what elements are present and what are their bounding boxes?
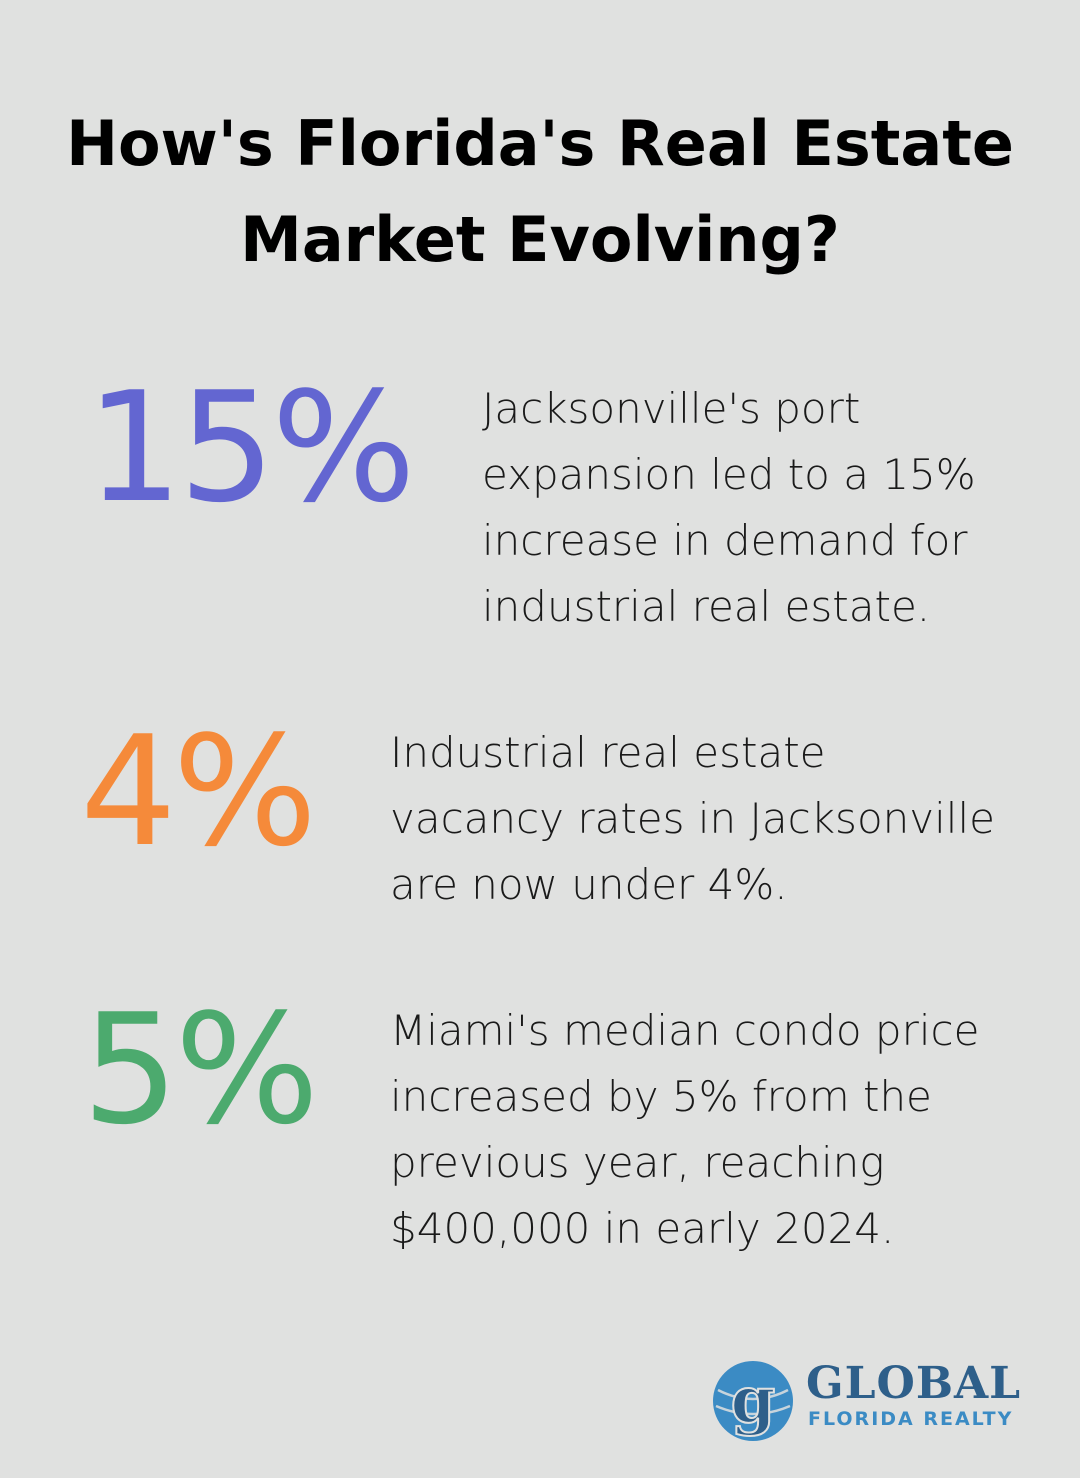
logo-wordmark: GLOBAL [806,1358,1022,1409]
stat-line: Miami's median condo price [390,1006,980,1055]
stat-line: industrial real estate. [482,582,931,631]
stat-line: Industrial real estate [390,728,826,777]
stat-value-15: 15% [86,359,416,536]
stat-line: are now under 4%. [390,860,788,909]
globe-g-logo-icon: g [713,1361,793,1441]
svg-text:g: g [731,1363,776,1438]
stat-description-4: Industrial real estate vacancy rates in … [390,720,995,918]
stat-value-4: 4% [80,703,317,880]
page-title: How's Florida's Real Estate Market Evolv… [0,96,1080,288]
title-line-1: How's Florida's Real Estate [66,107,1014,180]
stat-line: previous year, reaching [390,1138,885,1187]
stat-line: expansion led to a 15% [482,450,976,499]
stat-line: increase in demand for [482,516,968,565]
title-line-2: Market Evolving? [240,203,840,276]
stat-line: Jacksonville's port [482,384,861,433]
logo-subtitle: FLORIDA REALTY [808,1408,1014,1430]
stat-description-5: Miami's median condo price increased by … [390,998,979,1262]
stat-value-5: 5% [82,981,319,1158]
stat-line: $400,000 in early 2024. [390,1204,895,1253]
stat-description-15: Jacksonville's port expansion led to a 1… [482,376,976,640]
stat-line: vacancy rates in Jacksonville [390,794,995,843]
stat-line: increased by 5% from the [390,1072,932,1121]
global-florida-realty-logo: g GLOBAL FLORIDA REALTY [712,1356,1042,1441]
